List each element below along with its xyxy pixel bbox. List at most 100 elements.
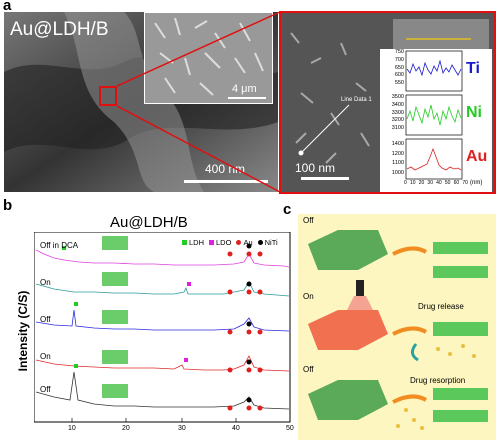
niti-marker bbox=[246, 321, 252, 327]
au-marker bbox=[257, 251, 263, 257]
tick: 10 bbox=[409, 180, 416, 186]
au-marker bbox=[246, 367, 252, 373]
xrd-curve-4 bbox=[35, 355, 290, 372]
tick: 10 bbox=[68, 425, 76, 432]
curve-label-4: On bbox=[40, 352, 51, 361]
au-marker bbox=[257, 289, 263, 295]
tick: 650 bbox=[394, 64, 404, 71]
legend-label: LDO bbox=[216, 238, 232, 247]
eds-x-ticks: 0 10 20 30 40 50 60 70 bbox=[404, 180, 468, 186]
arrow-icon bbox=[392, 326, 428, 336]
tick: 550 bbox=[394, 80, 404, 87]
legend-swatch bbox=[182, 240, 187, 245]
xrd-chart bbox=[34, 232, 291, 423]
tick: 40 bbox=[436, 180, 442, 186]
ti-tick-labels: 750 700 650 600 550 bbox=[380, 49, 404, 88]
panel-c-letter: c bbox=[283, 201, 292, 218]
tick: 50 bbox=[286, 425, 294, 432]
legend-swatch bbox=[236, 240, 242, 245]
au-marker bbox=[227, 329, 233, 335]
tick: 1000 bbox=[391, 169, 404, 176]
tick: 20 bbox=[122, 425, 130, 432]
inset-scale-bar bbox=[228, 97, 266, 99]
zoom-scale-label: 100 nm bbox=[295, 161, 336, 175]
ldh-layer bbox=[433, 266, 488, 278]
ni-trace bbox=[406, 104, 462, 126]
eds-line-scans bbox=[405, 50, 463, 180]
au-marker bbox=[227, 367, 233, 373]
ldo-marker bbox=[184, 358, 188, 362]
tick: 50 bbox=[444, 180, 451, 186]
sem-inset-image bbox=[144, 12, 273, 104]
panel-c-schematic bbox=[308, 230, 488, 430]
au-marker bbox=[257, 405, 263, 411]
au-marker bbox=[246, 251, 252, 257]
row-2-state: On bbox=[303, 292, 314, 301]
legend-label: NiTi bbox=[264, 238, 278, 247]
au-marker bbox=[246, 289, 252, 295]
tick: 3300 bbox=[391, 109, 404, 116]
ldh-layer bbox=[433, 388, 488, 400]
ti-label: Ti bbox=[466, 60, 480, 77]
line-data-label: Line Data 1 bbox=[341, 97, 372, 103]
ldh-layer bbox=[433, 322, 488, 336]
au-marker bbox=[246, 405, 252, 411]
tick: 3200 bbox=[391, 117, 404, 124]
tick: 700 bbox=[394, 56, 404, 63]
panel-b-letter: b bbox=[3, 197, 13, 214]
xrd-curve-5 bbox=[35, 371, 290, 410]
xrd-legend: LDH LDO Au NiTi bbox=[182, 238, 278, 247]
ldh-layer bbox=[433, 242, 488, 254]
inset-texture bbox=[145, 13, 272, 103]
tick: 1400 bbox=[391, 141, 404, 147]
tick: 750 bbox=[394, 49, 404, 55]
au-marker bbox=[227, 405, 233, 411]
main-scale-bar bbox=[184, 180, 268, 183]
tick: 1100 bbox=[392, 160, 404, 166]
ldh-marker bbox=[74, 302, 78, 306]
selection-box bbox=[99, 86, 117, 106]
au-marker bbox=[257, 367, 263, 373]
tick: 1200 bbox=[391, 150, 404, 157]
tick: 3400 bbox=[391, 101, 404, 108]
au-marker bbox=[227, 251, 233, 257]
tick: 20 bbox=[418, 180, 425, 186]
curve-label-2: On bbox=[40, 278, 51, 287]
panel-b-title: Au@LDH/B bbox=[110, 214, 188, 231]
au-marker bbox=[227, 289, 233, 295]
ldh-marker bbox=[62, 246, 66, 250]
drug-molecules bbox=[396, 408, 424, 430]
arrow-icon bbox=[392, 246, 428, 256]
curve-label-3: Off bbox=[40, 315, 51, 324]
ldh-plate bbox=[308, 380, 388, 420]
tick: 30 bbox=[178, 425, 186, 432]
panel-a-title: Au@LDH/B bbox=[10, 19, 109, 40]
eds-plot-area bbox=[380, 49, 492, 192]
curved-arrow-icon bbox=[411, 343, 419, 362]
au-marker bbox=[257, 329, 263, 335]
tick: 0 bbox=[404, 180, 407, 186]
arrow-icon bbox=[392, 394, 428, 404]
tick: 40 bbox=[232, 425, 240, 432]
tick: 3500 bbox=[391, 94, 404, 100]
heated-plate bbox=[308, 310, 388, 350]
row-2-caption: Drug release bbox=[418, 302, 464, 311]
niti-marker bbox=[246, 281, 252, 287]
tick: 70 bbox=[462, 180, 468, 186]
au-trace bbox=[406, 147, 462, 171]
panel-a-letter: a bbox=[3, 0, 12, 14]
niti-marker bbox=[246, 243, 252, 249]
main-scale-label: 400 nm bbox=[205, 162, 246, 176]
ldo-marker bbox=[187, 282, 191, 286]
xrd-curve-3 bbox=[35, 309, 290, 332]
legend-swatch bbox=[257, 240, 263, 245]
panel-b-ylabel: Intensity (C/S) bbox=[16, 290, 30, 372]
legend-label: Au bbox=[243, 238, 253, 247]
zoom-connector-lines bbox=[116, 11, 281, 193]
ti-trace bbox=[406, 59, 462, 77]
row-3-state: Off bbox=[303, 365, 314, 374]
niti-marker bbox=[246, 397, 252, 403]
curve-label-1: Off in DCA bbox=[40, 241, 79, 250]
drug-molecules bbox=[436, 344, 476, 358]
tick: 3100 bbox=[391, 125, 404, 132]
